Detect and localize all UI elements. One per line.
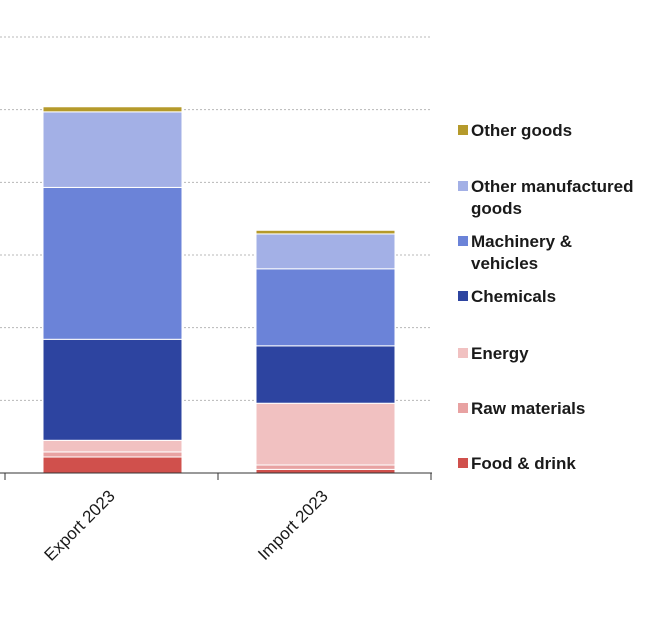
legend-swatch bbox=[458, 125, 468, 135]
legend-label: Chemicals bbox=[471, 287, 556, 306]
legend: Other goods Other manufactured goods Machin… bbox=[458, 121, 633, 473]
bar-segment bbox=[255, 345, 396, 404]
bar-segment bbox=[42, 439, 183, 453]
legend-swatch bbox=[458, 236, 468, 246]
bar-segment bbox=[255, 468, 396, 474]
legend-label: Food & drink bbox=[471, 454, 576, 473]
bar-segment bbox=[255, 233, 396, 270]
bar-segment bbox=[42, 106, 183, 113]
legend-label: vehicles bbox=[471, 254, 538, 273]
legend-label: goods bbox=[471, 199, 522, 218]
bar-segment bbox=[42, 451, 183, 458]
legend-swatch bbox=[458, 348, 468, 358]
bar-segment bbox=[42, 338, 183, 441]
bars bbox=[42, 106, 396, 474]
bar-segment bbox=[255, 464, 396, 470]
bar-segment bbox=[255, 229, 396, 235]
legend-swatch bbox=[458, 181, 468, 191]
legend-label: Energy bbox=[471, 344, 529, 363]
x-axis: Export 2023 Import 2023 bbox=[0, 472, 432, 565]
legend-swatch bbox=[458, 291, 468, 301]
bar-segment bbox=[42, 111, 183, 188]
bar-segment bbox=[255, 268, 396, 347]
legend-label: Machinery & bbox=[471, 232, 572, 251]
x-tick-label: Export 2023 bbox=[41, 486, 119, 564]
legend-label: Other goods bbox=[471, 121, 572, 140]
legend-label: Raw materials bbox=[471, 399, 585, 418]
legend-label: Other manufactured bbox=[471, 177, 633, 196]
legend-swatch bbox=[458, 403, 468, 413]
bar-segment bbox=[255, 402, 396, 466]
bar-segment bbox=[42, 186, 183, 340]
legend-swatch bbox=[458, 458, 468, 468]
x-tick-label: Import 2023 bbox=[254, 486, 332, 564]
bar-segment bbox=[42, 456, 183, 474]
